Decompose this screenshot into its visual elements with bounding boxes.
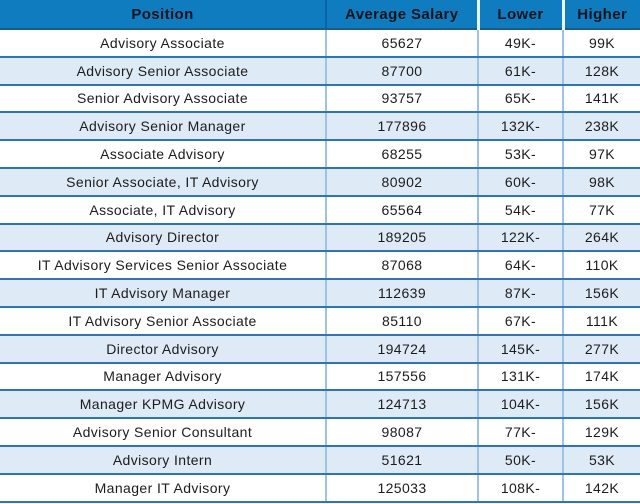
- cell-higher: 110K: [562, 251, 640, 281]
- table-row: Advisory Director 189205 122K- 264K: [0, 223, 640, 253]
- cell-position: Advisory Senior Consultant: [0, 418, 326, 447]
- cell-position: IT Advisory Senior Associate: [0, 306, 326, 336]
- column-header-position: Position: [0, 0, 326, 30]
- cell-position: Manager IT Advisory: [0, 473, 326, 503]
- cell-average-salary: 93757: [325, 84, 478, 114]
- cell-higher: 277K: [562, 334, 640, 364]
- cell-higher: 174K: [562, 362, 640, 392]
- cell-higher: 141K: [562, 84, 640, 114]
- cell-average-salary: 125033: [325, 473, 478, 503]
- cell-lower: 104K-: [477, 390, 563, 420]
- cell-lower: 49K-: [477, 29, 563, 58]
- column-header-higher: Higher: [561, 0, 640, 30]
- cell-average-salary: 157556: [325, 362, 478, 392]
- cell-lower: 54K-: [477, 195, 563, 225]
- cell-higher: 99K: [562, 29, 640, 58]
- cell-position: Director Advisory: [0, 334, 326, 364]
- cell-lower: 65K-: [477, 84, 563, 114]
- cell-lower: 53K-: [477, 140, 563, 169]
- cell-average-salary: 68255: [325, 140, 478, 169]
- cell-higher: 98K: [562, 167, 640, 197]
- cell-position: Senior Advisory Associate: [0, 84, 326, 114]
- cell-lower: 108K-: [477, 473, 563, 503]
- cell-higher: 264K: [562, 223, 640, 253]
- table-row: Associate, IT Advisory 65564 54K- 77K: [0, 195, 640, 225]
- column-header-average-salary: Average Salary: [325, 0, 478, 30]
- table-row: IT Advisory Services Senior Associate 870…: [0, 251, 640, 281]
- cell-position: Advisory Associate: [0, 29, 326, 58]
- cell-average-salary: 194724: [325, 334, 478, 364]
- cell-average-salary: 85110: [325, 306, 478, 336]
- table-row: Manager IT Advisory 125033 108K- 142K: [0, 473, 640, 503]
- cell-higher: 53K: [562, 445, 640, 475]
- cell-higher: 111K: [562, 306, 640, 336]
- cell-position: Senior Associate, IT Advisory: [0, 167, 326, 197]
- cell-average-salary: 80902: [325, 167, 478, 197]
- table-row: Advisory Senior Associate 87700 61K- 128K: [0, 56, 640, 86]
- cell-lower: 77K-: [477, 418, 563, 447]
- cell-average-salary: 189205: [325, 223, 478, 253]
- cell-average-salary: 87700: [325, 56, 478, 86]
- table-row: Manager Advisory 157556 131K- 174K: [0, 362, 640, 392]
- table-header: Position Average Salary Lower Higher: [0, 0, 640, 30]
- cell-position: Advisory Senior Associate: [0, 56, 326, 86]
- cell-average-salary: 65564: [325, 195, 478, 225]
- cell-lower: 131K-: [477, 362, 563, 392]
- cell-average-salary: 87068: [325, 251, 478, 281]
- cell-higher: 156K: [562, 390, 640, 420]
- table-row: Advisory Senior Consultant 98087 77K- 129K: [0, 418, 640, 447]
- cell-average-salary: 177896: [325, 112, 478, 142]
- cell-position: IT Advisory Services Senior Associate: [0, 251, 326, 281]
- cell-position: Advisory Director: [0, 223, 326, 253]
- table-body: Advisory Associate 65627 49K- 99K Advisory S…: [0, 29, 640, 503]
- cell-lower: 122K-: [477, 223, 563, 253]
- table-row: Associate Advisory 68255 53K- 97K: [0, 140, 640, 169]
- cell-lower: 50K-: [477, 445, 563, 475]
- cell-position: Manager Advisory: [0, 362, 326, 392]
- table-row: Advisory Associate 65627 49K- 99K: [0, 29, 640, 58]
- cell-position: Advisory Senior Manager: [0, 112, 326, 142]
- cell-position: IT Advisory Manager: [0, 279, 326, 308]
- cell-position: Advisory Intern: [0, 445, 326, 475]
- cell-lower: 64K-: [477, 251, 563, 281]
- cell-higher: 77K: [562, 195, 640, 225]
- cell-position: Manager KPMG Advisory: [0, 390, 326, 420]
- table-row: Senior Advisory Associate 93757 65K- 141K: [0, 84, 640, 114]
- cell-average-salary: 98087: [325, 418, 478, 447]
- table-row: Manager KPMG Advisory 124713 104K- 156K: [0, 390, 640, 420]
- cell-average-salary: 112639: [325, 279, 478, 308]
- table-row: Advisory Senior Manager 177896 132K- 238K: [0, 112, 640, 142]
- cell-higher: 156K: [562, 279, 640, 308]
- cell-lower: 87K-: [477, 279, 563, 308]
- cell-lower: 132K-: [477, 112, 563, 142]
- column-header-lower: Lower: [476, 0, 563, 30]
- cell-average-salary: 65627: [325, 29, 478, 58]
- table-row: Advisory Intern 51621 50K- 53K: [0, 445, 640, 475]
- cell-average-salary: 51621: [325, 445, 478, 475]
- cell-higher: 238K: [562, 112, 640, 142]
- table-row: IT Advisory Manager 112639 87K- 156K: [0, 279, 640, 308]
- table-row: Director Advisory 194724 145K- 277K: [0, 334, 640, 364]
- table-row: Senior Associate, IT Advisory 80902 60K- 98…: [0, 167, 640, 197]
- cell-lower: 145K-: [477, 334, 563, 364]
- header-row: Position Average Salary Lower Higher: [0, 0, 640, 30]
- cell-position: Associate Advisory: [0, 140, 326, 169]
- cell-position: Associate, IT Advisory: [0, 195, 326, 225]
- cell-lower: 60K-: [477, 167, 563, 197]
- table-row: IT Advisory Senior Associate 85110 67K- 111…: [0, 306, 640, 336]
- cell-lower: 61K-: [477, 56, 563, 86]
- cell-higher: 97K: [562, 140, 640, 169]
- cell-higher: 142K: [562, 473, 640, 503]
- cell-lower: 67K-: [477, 306, 563, 336]
- cell-average-salary: 124713: [325, 390, 478, 420]
- cell-higher: 128K: [562, 56, 640, 86]
- cell-higher: 129K: [562, 418, 640, 447]
